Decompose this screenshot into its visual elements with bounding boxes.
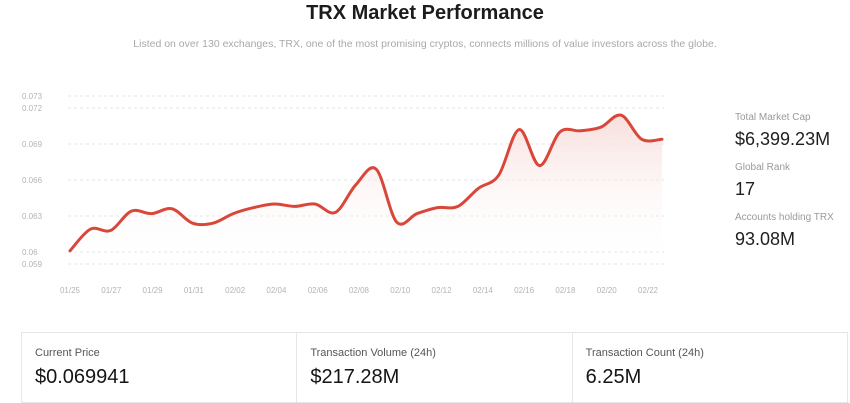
x-tick-label: 01/29 <box>143 286 164 295</box>
transaction-count-card: Transaction Count (24h) 6.25M <box>573 333 847 402</box>
x-tick-label: 02/02 <box>225 286 246 295</box>
stat-value: 93.08M <box>735 229 796 249</box>
x-axis-ticks: 01/25 01/27 01/29 01/31 02/02 02/04 02/06 02/08… <box>60 286 659 295</box>
total-market-cap: Total Market Cap $6,399.23M <box>735 112 847 150</box>
price-chart: 0.073 0.072 0.069 0.066 0.063 0.06 0.059 01/25… <box>22 92 664 295</box>
y-tick-label: 0.063 <box>22 212 43 221</box>
x-tick-label: 02/04 <box>266 286 287 295</box>
x-tick-label: 02/06 <box>308 286 329 295</box>
page-title: TRX Market Performance <box>306 2 544 24</box>
side-stats: Total Market Cap $6,399.23M Global Rank … <box>735 112 847 262</box>
card-label: Current Price <box>35 347 100 359</box>
stat-label: Total Market Cap <box>735 112 811 123</box>
global-rank: Global Rank 17 <box>735 162 847 200</box>
card-label: Transaction Count (24h) <box>585 347 704 359</box>
x-tick-label: 01/27 <box>101 286 122 295</box>
stat-value: $6,399.23M <box>735 129 831 149</box>
metrics-cards: Current Price $0.069941 Transaction Volu… <box>21 332 848 403</box>
card-value: 6.25M <box>585 366 642 388</box>
price-line <box>68 113 664 253</box>
x-tick-label: 02/20 <box>597 286 618 295</box>
y-tick-label: 0.066 <box>22 176 43 185</box>
x-tick-label: 02/10 <box>390 286 411 295</box>
transaction-volume-card: Transaction Volume (24h) $217.28M <box>297 333 573 402</box>
x-tick-label: 01/25 <box>60 286 81 295</box>
x-tick-label: 02/22 <box>638 286 659 295</box>
stat-label: Global Rank <box>735 162 791 173</box>
x-tick-label: 02/12 <box>432 286 453 295</box>
card-value: $217.28M <box>310 366 400 388</box>
x-tick-label: 02/16 <box>514 286 535 295</box>
stat-value: 17 <box>735 179 756 199</box>
y-tick-label: 0.06 <box>22 248 38 257</box>
y-tick-label: 0.072 <box>22 104 43 113</box>
card-value: $0.069941 <box>35 366 130 388</box>
price-area <box>70 114 662 264</box>
stat-label: Accounts holding TRX <box>735 212 834 223</box>
card-label: Transaction Volume (24h) <box>310 347 436 359</box>
x-tick-label: 01/31 <box>184 286 205 295</box>
x-tick-label: 02/18 <box>555 286 576 295</box>
y-tick-label: 0.073 <box>22 92 43 101</box>
x-tick-label: 02/14 <box>473 286 494 295</box>
page-subtitle: Listed on over 130 exchanges, TRX, one o… <box>133 38 717 50</box>
current-price-card: Current Price $0.069941 <box>22 333 298 402</box>
y-axis-ticks: 0.073 0.072 0.069 0.066 0.063 0.06 0.059 <box>22 92 43 269</box>
accounts-holding: Accounts holding TRX 93.08M <box>735 212 847 250</box>
x-tick-label: 02/08 <box>349 286 370 295</box>
y-tick-label: 0.059 <box>22 260 43 269</box>
y-tick-label: 0.069 <box>22 140 43 149</box>
